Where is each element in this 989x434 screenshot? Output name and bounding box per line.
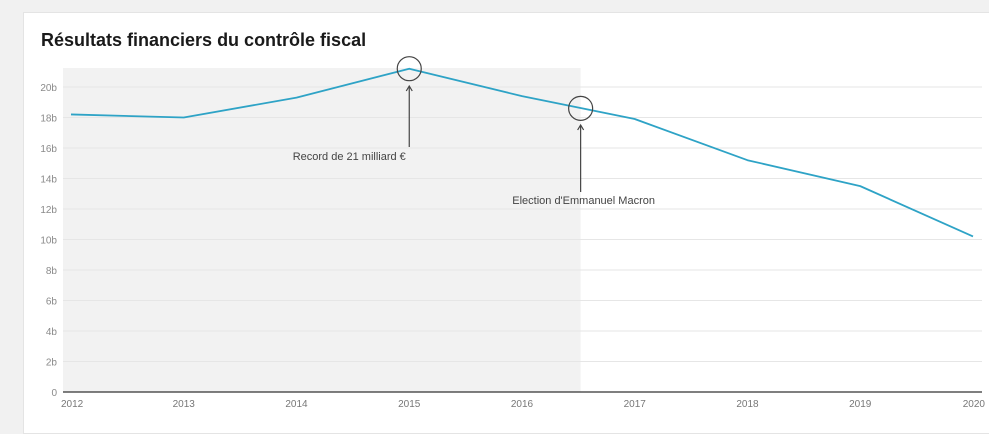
y-tick-label: 2b <box>46 358 58 369</box>
y-tick-label: 14b <box>40 175 57 186</box>
x-tick-label: 2018 <box>736 399 759 410</box>
y-tick-label: 10b <box>40 236 57 247</box>
line-chart: 0 2b 4b 6b 8b 10b 12b 14b 16b 18b 20b 2012 2013 2014… <box>0 0 989 415</box>
x-tick-label: 2020 <box>963 399 986 410</box>
y-tick-label: 20b <box>40 83 57 94</box>
annotation-label: Election d'Emmanuel Macron <box>512 195 655 207</box>
x-tick-label: 2016 <box>511 399 534 410</box>
x-tick-label: 2015 <box>398 399 421 410</box>
x-tick-label: 2013 <box>173 399 196 410</box>
y-tick-label: 0 <box>51 388 57 399</box>
y-tick-label: 4b <box>46 327 58 338</box>
y-tick-label: 18b <box>40 114 57 125</box>
x-tick-label: 2017 <box>624 399 647 410</box>
annotation-label: Record de 21 milliard € <box>293 151 406 163</box>
y-tick-label: 12b <box>40 205 57 216</box>
y-tick-label: 8b <box>46 266 58 277</box>
x-tick-label: 2012 <box>61 399 84 410</box>
y-tick-label: 6b <box>46 297 58 308</box>
y-tick-label: 16b <box>40 144 57 155</box>
x-tick-label: 2014 <box>285 399 308 410</box>
x-tick-label: 2019 <box>849 399 872 410</box>
